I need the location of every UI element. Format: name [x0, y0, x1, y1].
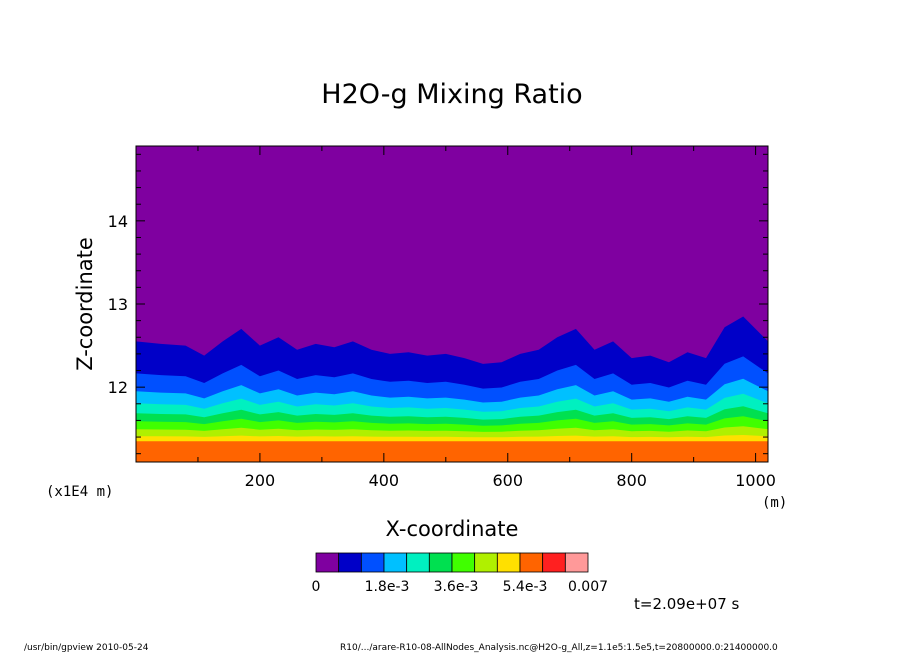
- colorbar-swatch-7: [474, 552, 498, 573]
- colorbar-swatch-6: [451, 552, 476, 573]
- colorbar-label-0: 0: [312, 579, 321, 595]
- colorbar: 0 1.8e-3 3.6e-3 5.4e-3 0.007: [312, 552, 608, 595]
- contour-band-9: [136, 441, 768, 462]
- colorbar-swatch-5: [428, 552, 453, 573]
- x-tick-label-1: 400: [369, 471, 400, 490]
- x-tick-label-4: 1000: [735, 471, 776, 490]
- colorbar-label-2: 3.6e-3: [434, 579, 479, 595]
- y-axis-label: Z-coordinate: [73, 237, 97, 371]
- colorbar-label-4: 0.007: [568, 579, 608, 595]
- colorbar-swatch-11: [564, 552, 589, 573]
- colorbar-label-3: 5.4e-3: [503, 579, 548, 595]
- y-tick-label-2: 14: [108, 212, 128, 231]
- footer-left: /usr/bin/gpview 2010-05-24: [24, 643, 149, 653]
- colorbar-swatch-4: [406, 552, 430, 573]
- footer-right: R10/.../arare-R10-08-AllNodes_Analysis.n…: [340, 643, 778, 653]
- axis-ticks: 200 400 600 800 1000 12 13 14: [108, 146, 776, 490]
- x-tick-label-0: 200: [245, 471, 276, 490]
- plot-area: [136, 146, 768, 462]
- colorbar-label-1: 1.8e-3: [365, 579, 410, 595]
- y-unit-label: (x1E4 m): [46, 484, 113, 500]
- chart-title: H2O-g Mixing Ratio: [321, 79, 582, 110]
- colorbar-swatch-10: [542, 552, 566, 573]
- x-unit-label: (m): [762, 495, 787, 511]
- colorbar-swatch-2: [360, 552, 385, 573]
- colorbar-swatch-3: [383, 552, 408, 573]
- colorbar-swatch-0: [315, 552, 340, 573]
- x-tick-label-3: 800: [616, 471, 647, 490]
- x-axis-label: X-coordinate: [386, 517, 519, 541]
- y-tick-label-0: 12: [108, 378, 128, 397]
- time-label: t=2.09e+07 s: [634, 595, 740, 613]
- x-tick-label-2: 600: [492, 471, 523, 490]
- y-tick-label-1: 13: [108, 295, 128, 314]
- colorbar-swatch-9: [519, 552, 544, 573]
- colorbar-swatch-1: [338, 552, 362, 573]
- colorbar-swatch-8: [496, 552, 521, 573]
